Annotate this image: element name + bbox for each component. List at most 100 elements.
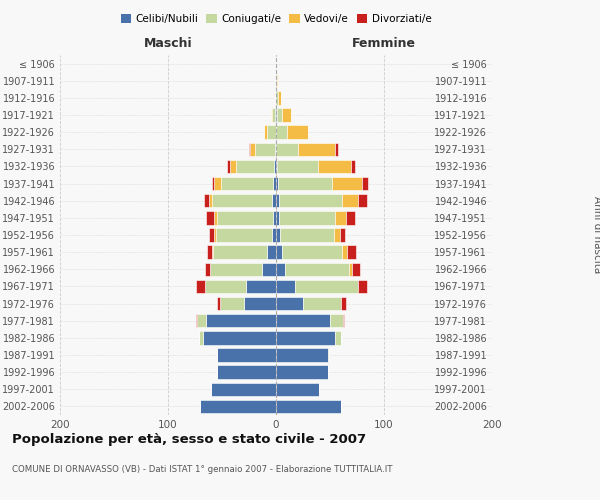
Bar [277,160,318,173]
Bar [276,366,328,379]
Bar [262,262,276,276]
Bar [276,160,277,173]
Bar [217,211,273,224]
Bar [332,177,362,190]
Bar [217,366,276,379]
Bar [205,280,246,293]
Bar [283,108,291,122]
Bar [212,177,214,190]
Bar [275,91,276,104]
Bar [334,228,340,241]
Bar [303,297,341,310]
Bar [335,211,346,224]
Bar [211,382,276,396]
Bar [284,262,349,276]
Bar [212,194,272,207]
Bar [279,194,342,207]
Bar [271,108,272,122]
Bar [264,126,268,139]
Bar [276,348,328,362]
Text: Maschi: Maschi [143,37,193,50]
Bar [342,194,358,207]
Bar [221,177,273,190]
Bar [199,331,203,344]
Bar [276,211,279,224]
Bar [275,142,276,156]
Text: COMUNE DI ORNAVASSO (VB) - Dati ISTAT 1° gennaio 2007 - Elaborazione TUTTITALIA.: COMUNE DI ORNAVASSO (VB) - Dati ISTAT 1°… [12,466,392,474]
Bar [220,297,244,310]
Bar [249,142,250,156]
Bar [358,280,367,293]
Bar [246,280,276,293]
Bar [214,177,221,190]
Bar [276,262,284,276]
Bar [330,314,343,328]
Bar [287,126,308,139]
Bar [210,262,262,276]
Bar [268,246,276,259]
Bar [347,246,356,259]
Bar [268,126,276,139]
Bar [196,280,205,293]
Bar [335,142,338,156]
Bar [206,314,276,328]
Bar [217,297,220,310]
Bar [273,177,276,190]
Bar [277,108,283,122]
Bar [358,194,367,207]
Bar [200,400,276,413]
Bar [203,194,209,207]
Bar [273,211,276,224]
Bar [298,142,335,156]
Bar [206,211,214,224]
Bar [214,246,268,259]
Bar [217,348,276,362]
Bar [209,228,214,241]
Bar [205,262,210,276]
Bar [349,262,352,276]
Bar [274,160,276,173]
Bar [318,160,350,173]
Text: Popolazione per età, sesso e stato civile - 2007: Popolazione per età, sesso e stato civil… [12,432,366,446]
Bar [276,142,298,156]
Bar [276,126,287,139]
Bar [328,348,329,362]
Bar [227,160,230,173]
Bar [276,382,319,396]
Bar [340,228,345,241]
Bar [276,91,278,104]
Bar [276,280,295,293]
Bar [236,160,274,173]
Bar [278,91,281,104]
Bar [277,74,278,88]
Bar [276,228,280,241]
Bar [276,246,283,259]
Bar [197,314,206,328]
Bar [275,108,276,122]
Bar [352,262,360,276]
Bar [346,211,355,224]
Bar [276,331,335,344]
Bar [272,228,276,241]
Bar [212,246,214,259]
Bar [276,74,277,88]
Bar [350,160,355,173]
Bar [342,246,347,259]
Text: Anni di nascita: Anni di nascita [592,196,600,274]
Bar [276,194,279,207]
Bar [272,108,275,122]
Bar [214,211,217,224]
Bar [278,177,332,190]
Bar [256,142,275,156]
Bar [335,331,341,344]
Bar [276,314,330,328]
Bar [283,246,342,259]
Bar [295,280,358,293]
Bar [214,228,215,241]
Bar [343,314,344,328]
Bar [276,297,303,310]
Bar [272,194,276,207]
Bar [276,400,341,413]
Bar [215,228,272,241]
Text: Femmine: Femmine [352,37,416,50]
